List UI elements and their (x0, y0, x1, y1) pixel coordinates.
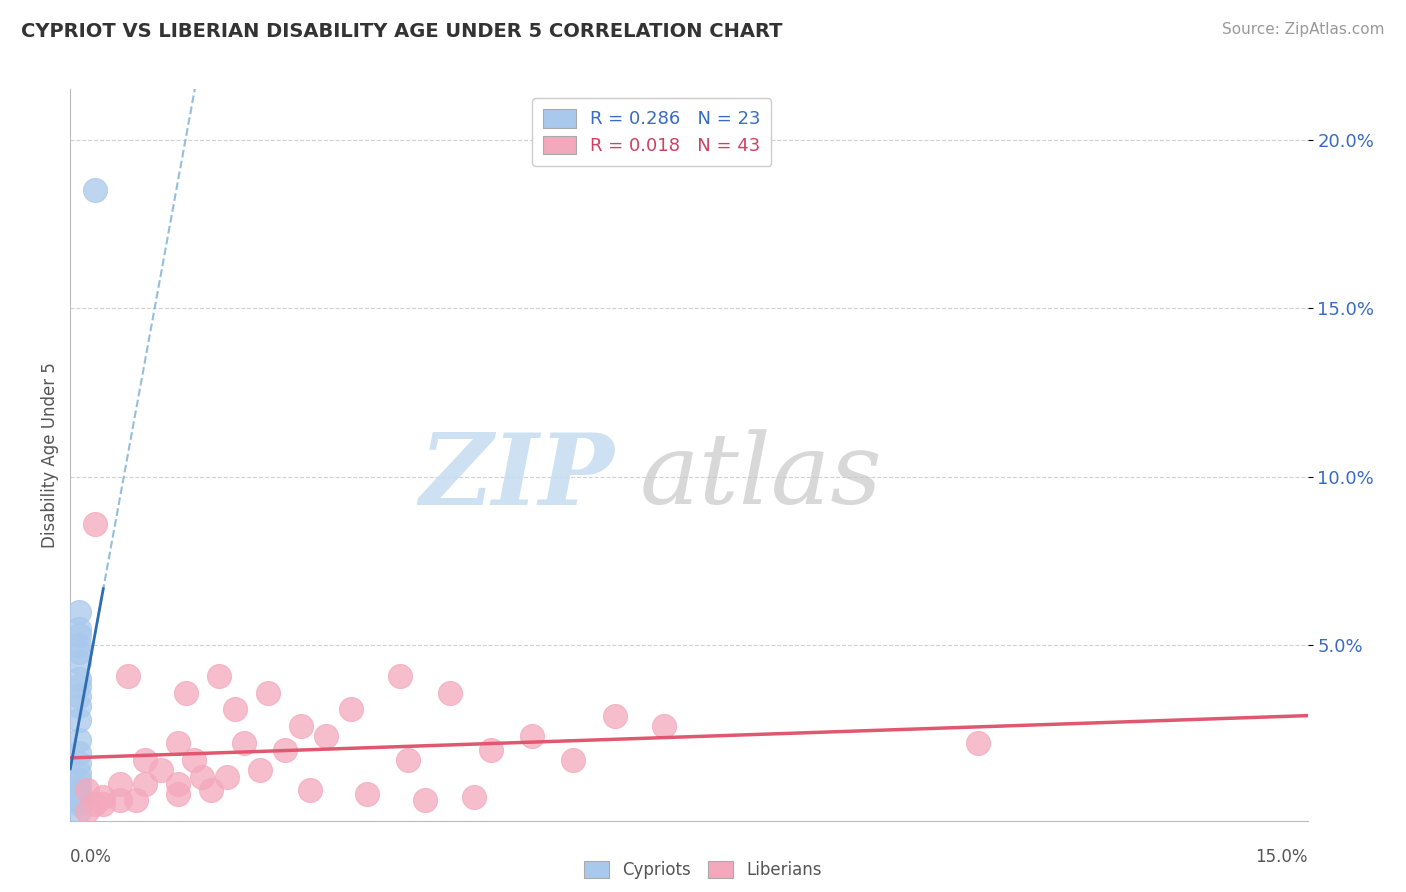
Point (191, 770, 214, 784)
Point (67, 804, 90, 818)
Point (67, 605, 90, 619)
Point (67, 746, 90, 760)
Point (67, 628, 90, 642)
Point (67, 787, 90, 801)
Point (67, 699, 90, 714)
Text: 0.0%: 0.0% (70, 847, 112, 865)
Point (91, 797, 114, 811)
Point (398, 753, 420, 767)
Point (257, 685, 280, 699)
Text: ZIP: ZIP (420, 429, 614, 525)
Point (166, 787, 188, 801)
Point (67, 766, 90, 780)
Point (339, 702, 361, 716)
Point (117, 669, 139, 683)
Point (200, 783, 222, 797)
Point (67, 732, 90, 747)
Point (290, 719, 312, 733)
Point (356, 787, 378, 801)
Point (439, 685, 461, 699)
Point (67, 672, 90, 686)
Point (67, 793, 90, 807)
Point (389, 669, 412, 683)
Point (479, 743, 502, 757)
Point (232, 736, 254, 750)
Point (67, 780, 90, 794)
Point (463, 790, 485, 805)
Point (603, 709, 626, 723)
Point (183, 753, 205, 767)
Point (67, 622, 90, 636)
Point (166, 736, 188, 750)
Point (84, 797, 107, 811)
Point (134, 753, 156, 767)
Point (84, 183, 107, 197)
Point (67, 797, 90, 811)
Text: 15.0%: 15.0% (1256, 847, 1308, 865)
Text: atlas: atlas (640, 429, 882, 524)
Point (298, 783, 321, 797)
Point (134, 776, 156, 790)
Point (315, 730, 337, 744)
Point (91, 790, 114, 805)
Point (125, 793, 148, 807)
Point (76, 783, 98, 797)
Point (215, 770, 238, 784)
Point (522, 730, 544, 744)
Legend: Cypriots, Liberians: Cypriots, Liberians (579, 855, 827, 884)
Point (108, 793, 131, 807)
Text: Source: ZipAtlas.com: Source: ZipAtlas.com (1222, 22, 1385, 37)
Point (67, 790, 90, 805)
Text: CYPRIOT VS LIBERIAN DISABILITY AGE UNDER 5 CORRELATION CHART: CYPRIOT VS LIBERIAN DISABILITY AGE UNDER… (21, 22, 783, 41)
Point (76, 804, 98, 818)
Point (224, 702, 246, 716)
Point (249, 763, 271, 777)
Point (67, 645, 90, 659)
Point (966, 736, 988, 750)
Point (67, 639, 90, 653)
Point (67, 773, 90, 788)
Point (274, 743, 297, 757)
Point (562, 753, 585, 767)
Point (67, 689, 90, 703)
Point (413, 793, 436, 807)
Point (67, 756, 90, 771)
Point (67, 713, 90, 727)
Y-axis label: Disability Age Under 5: Disability Age Under 5 (41, 362, 59, 548)
Point (652, 719, 675, 733)
Point (208, 669, 231, 683)
Point (67, 655, 90, 669)
Point (108, 776, 131, 790)
Point (84, 516, 107, 531)
Legend: R = 0.286   N = 23, R = 0.018   N = 43: R = 0.286 N = 23, R = 0.018 N = 43 (533, 98, 772, 166)
Point (67, 679, 90, 693)
Point (150, 763, 173, 777)
Point (166, 776, 188, 790)
Point (174, 685, 197, 699)
